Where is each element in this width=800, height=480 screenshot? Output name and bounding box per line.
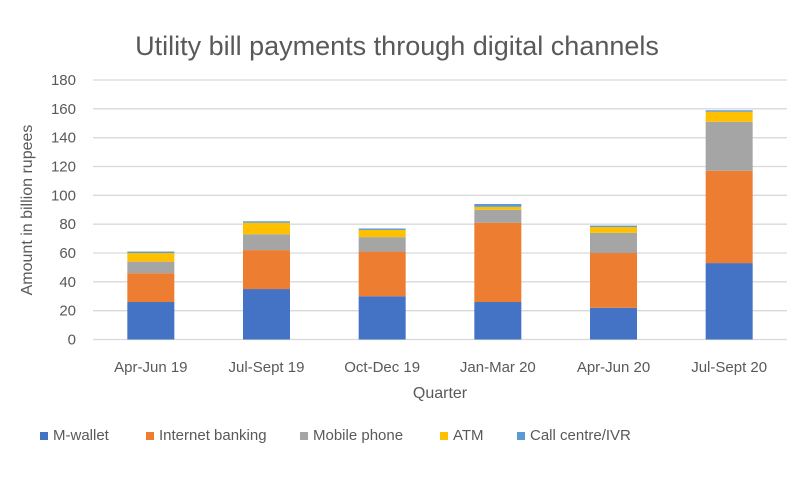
y-tick-label: 120 [51, 159, 76, 176]
legend-label: Internet banking [159, 427, 267, 444]
legend-label: Mobile phone [313, 427, 404, 444]
legend-swatch [440, 431, 448, 440]
legend-item: M-wallet [40, 427, 109, 444]
legend-swatch [146, 431, 154, 440]
bar-segment-call-centre-ivr [243, 221, 290, 223]
x-tick-label: Jul-Sept 20 [691, 359, 767, 376]
bar-segment-internet-banking [705, 170, 753, 264]
bar-segment-mobile-phone [127, 261, 175, 274]
bar-segment-atm [358, 229, 406, 238]
bar-segment-atm [127, 253, 175, 262]
bar-segment-mobile-phone [590, 232, 637, 253]
x-axis-label: Quarter [413, 385, 468, 402]
y-tick-label: 140 [51, 130, 76, 147]
bar-segment-m-wallet [127, 302, 175, 340]
bar-segment-call-centre-ivr [474, 203, 522, 207]
legend-item: Call centre/IVR [517, 427, 631, 444]
bar-segment-mobile-phone [474, 209, 522, 223]
y-tick-label: 100 [51, 187, 76, 204]
legend-item: Internet banking [146, 427, 267, 444]
y-axis-label: Amount in billion rupees [19, 125, 36, 296]
bar-segment-mobile-phone [705, 121, 753, 171]
y-tick-label: 60 [59, 245, 76, 262]
legend-label: M-wallet [53, 427, 109, 444]
legend-label: Call centre/IVR [530, 427, 631, 444]
legend-swatch [300, 431, 308, 440]
x-tick-label: Oct-Dec 19 [344, 359, 420, 376]
bar-segment-internet-banking [243, 250, 290, 290]
bar-segment-m-wallet [358, 296, 406, 340]
bar-segment-m-wallet [705, 263, 753, 340]
legend-swatch [40, 431, 48, 440]
chart-canvas: Utility bill payments through digital ch… [19, 31, 787, 402]
bar-segment-m-wallet [474, 302, 522, 340]
legend: M-wallet Internet banking Mobile phone ATM C… [0, 427, 800, 447]
bar-segment-atm [474, 206, 522, 210]
y-tick-label: 160 [51, 101, 76, 118]
bar-segment-atm [243, 222, 290, 235]
bar-segment-internet-banking [358, 251, 406, 297]
bar-segment-atm [705, 111, 753, 122]
bar-segment-call-centre-ivr [590, 225, 637, 228]
y-tick-label: 80 [59, 216, 76, 233]
bar-segment-internet-banking [474, 222, 522, 303]
x-tick-label: Jan-Mar 20 [460, 359, 536, 376]
bar-segment-internet-banking [590, 253, 637, 308]
bar-segment-m-wallet [243, 289, 290, 340]
y-tick-label: 40 [59, 274, 76, 291]
x-tick-label: Jul-Sept 19 [229, 359, 305, 376]
legend-label: ATM [453, 427, 484, 444]
x-tick-label: Apr-Jun 19 [114, 359, 187, 376]
y-tick-label: 20 [59, 303, 76, 320]
y-tick-label: 0 [68, 332, 76, 349]
bar-segment-mobile-phone [243, 234, 290, 251]
legend-item: ATM [440, 427, 484, 444]
chart-title: Utility bill payments through digital ch… [135, 31, 659, 61]
bar-segment-call-centre-ivr [358, 228, 406, 230]
legend-item: Mobile phone [300, 427, 403, 444]
legend-swatch [517, 431, 525, 440]
bar-segment-m-wallet [590, 307, 637, 340]
bar-segment-call-centre-ivr [705, 110, 753, 112]
bar-segment-internet-banking [127, 273, 175, 303]
x-tick-label: Apr-Jun 20 [577, 359, 650, 376]
bar-segment-atm [590, 227, 637, 233]
y-tick-label: 180 [51, 72, 76, 89]
bar-segment-call-centre-ivr [127, 251, 175, 253]
bar-segment-mobile-phone [358, 237, 406, 252]
